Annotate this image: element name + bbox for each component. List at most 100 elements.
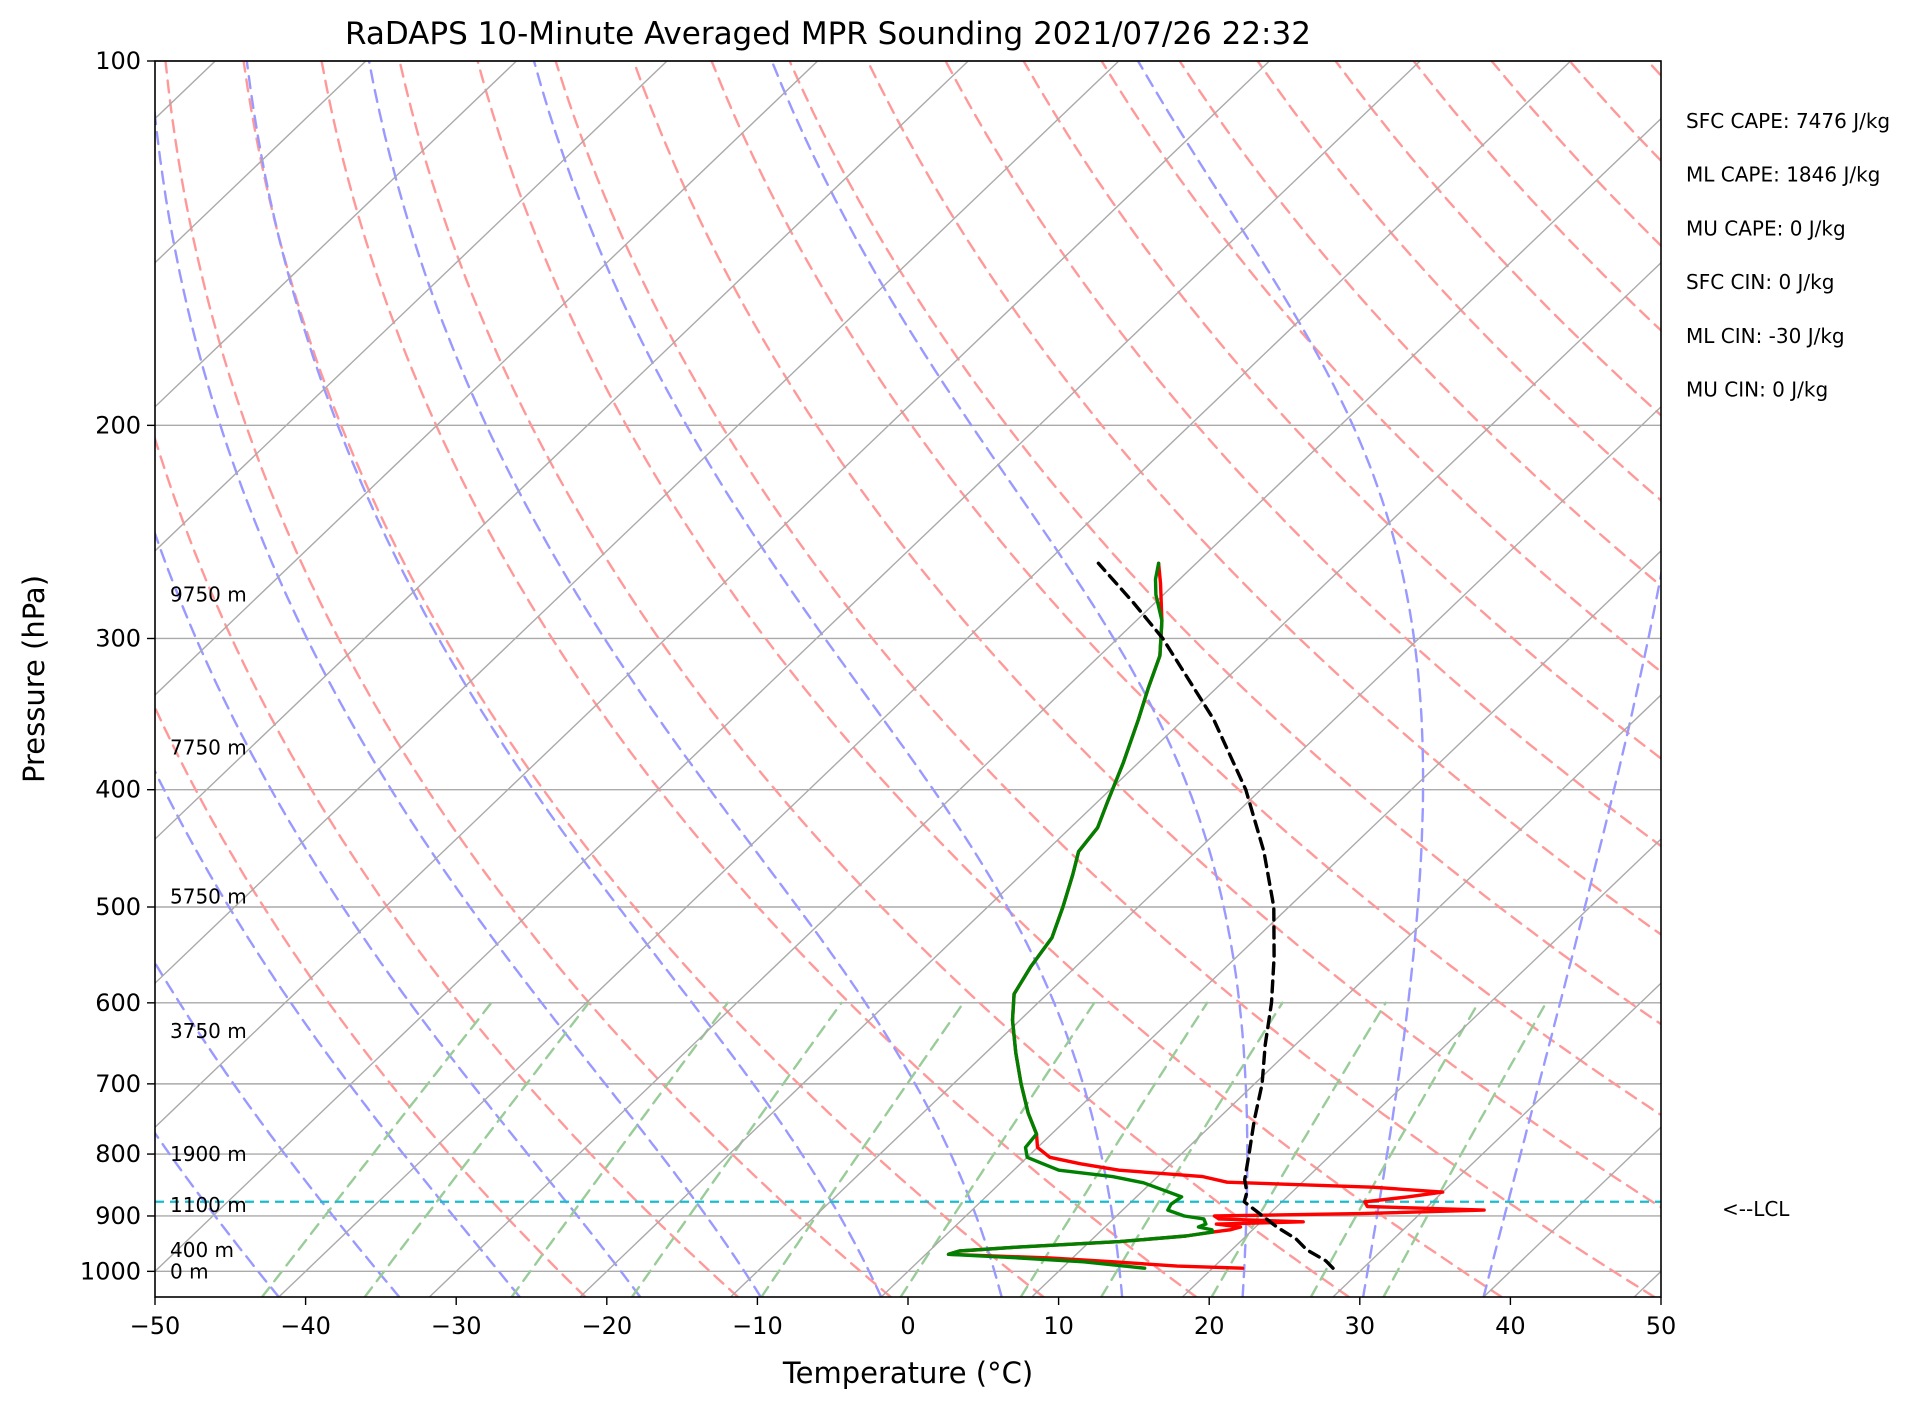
plot-frame bbox=[154, 60, 1662, 1298]
isotherm--60 bbox=[155, 61, 1270, 1129]
temperature-profile bbox=[946, 561, 1486, 1270]
y-tick-label: 700 bbox=[95, 1070, 141, 1098]
moist-adiabat--32 bbox=[155, 960, 401, 1297]
dewpoint-profile bbox=[946, 561, 1215, 1270]
x-tick-label: −40 bbox=[280, 1312, 331, 1340]
mixing-ratio-16 bbox=[1210, 1001, 1387, 1297]
dry-adiabat-450 bbox=[1568, 61, 1661, 163]
index-text: ML CIN: -30 J/kg bbox=[1686, 324, 1845, 348]
height-label: 0 m bbox=[170, 1259, 209, 1283]
dry-adiabat-290 bbox=[320, 61, 1198, 1297]
y-axis-ticks: 100 200 300 400 500 600 700 800 900 1000 bbox=[80, 47, 155, 1285]
isotherm--10 bbox=[730, 405, 1661, 1297]
mixing-ratio-0.2 bbox=[363, 1001, 590, 1297]
dry-adiabat-260 bbox=[155, 434, 740, 1297]
dry-adiabat-280 bbox=[242, 61, 1045, 1297]
dry-adiabat-360 bbox=[866, 61, 1661, 936]
profile-lines bbox=[155, 561, 1661, 1270]
lcl-label: <--LCL bbox=[1722, 1197, 1790, 1221]
height-label: 5750 m bbox=[170, 884, 247, 908]
y-tick-label: 600 bbox=[95, 989, 141, 1017]
moist-adiabat-24 bbox=[770, 61, 1249, 1297]
y-tick-label: 300 bbox=[95, 624, 141, 652]
isotherm--90 bbox=[155, 61, 819, 696]
isotherm--30 bbox=[428, 117, 1661, 1297]
isotherm-40 bbox=[1483, 1126, 1661, 1297]
dry-adiabat-370 bbox=[944, 61, 1661, 848]
isotherm-10 bbox=[1031, 694, 1661, 1297]
mixing-ratio-7 bbox=[1019, 1001, 1209, 1297]
height-label: 3750 m bbox=[170, 1019, 247, 1043]
mixing-ratio-24 bbox=[1309, 1001, 1480, 1297]
isotherm--40 bbox=[278, 61, 1572, 1297]
mixing-ratio-4 bbox=[899, 1001, 1096, 1297]
height-label: 7750 m bbox=[170, 735, 247, 759]
chart-title: RaDAPS 10-Minute Averaged MPR Sounding 2… bbox=[345, 16, 1311, 52]
x-axis-ticks: −50 −40 −30 −20 −10 0 10 20 30 40 50 bbox=[130, 1297, 1677, 1340]
dry-adiabat-400 bbox=[1178, 61, 1661, 588]
isotherm-20 bbox=[1181, 838, 1661, 1297]
isotherm--120 bbox=[155, 61, 367, 264]
isotherm-30 bbox=[1332, 982, 1661, 1297]
x-tick-label: −30 bbox=[431, 1312, 482, 1340]
dry-adiabat-410 bbox=[1256, 61, 1661, 502]
dry-adiabat-390 bbox=[1100, 61, 1661, 674]
y-tick-label: 1000 bbox=[80, 1257, 141, 1285]
dry-adiabat-440 bbox=[1490, 61, 1661, 248]
mixing-ratio-32 bbox=[1382, 1001, 1548, 1297]
y-tick-label: 400 bbox=[95, 776, 141, 804]
x-tick-label: 30 bbox=[1345, 1312, 1376, 1340]
isotherm--50 bbox=[155, 61, 1421, 1273]
index-text: ML CAPE: 1846 J/kg bbox=[1686, 163, 1880, 187]
dry-adiabat-340 bbox=[710, 61, 1661, 1117]
pressure-gridlines bbox=[155, 60, 1661, 1273]
mixing-ratio-0.1 bbox=[260, 1001, 493, 1297]
moist-adiabat--40 bbox=[155, 1131, 280, 1297]
mixing-ratio-2 bbox=[760, 1001, 965, 1297]
moist-adiabat-40 bbox=[1482, 568, 1661, 1297]
index-text: MU CIN: 0 J/kg bbox=[1686, 378, 1828, 402]
stability-indices: SFC CAPE: 7476 J/kg ML CAPE: 1846 J/kg MU … bbox=[1686, 109, 1890, 402]
moist-adiabat-0 bbox=[245, 61, 883, 1297]
dry-adiabat-380 bbox=[1022, 61, 1661, 760]
moist-adiabat--24 bbox=[155, 768, 521, 1297]
dry-adiabat-460 bbox=[1646, 61, 1661, 78]
index-text: SFC CAPE: 7476 J/kg bbox=[1686, 109, 1890, 133]
isotherm--80 bbox=[155, 61, 969, 841]
dry-adiabat-250 bbox=[155, 704, 587, 1297]
x-tick-label: −10 bbox=[732, 1312, 783, 1340]
dry-adiabat-270 bbox=[164, 61, 892, 1297]
height-label: 1900 m bbox=[170, 1142, 247, 1166]
height-label: 9750 m bbox=[170, 583, 247, 607]
parcel-trace bbox=[1096, 561, 1335, 1270]
y-axis-label: Pressure (hPa) bbox=[17, 575, 51, 783]
y-tick-label: 100 bbox=[95, 47, 141, 75]
isotherm--100 bbox=[155, 61, 668, 552]
y-tick-label: 200 bbox=[95, 411, 141, 439]
isotherm-50 bbox=[1633, 1270, 1661, 1297]
x-axis-label: Temperature (°C) bbox=[782, 1356, 1033, 1390]
moist-adiabat-16 bbox=[532, 61, 1124, 1297]
x-tick-label: 0 bbox=[900, 1312, 915, 1340]
x-tick-label: 10 bbox=[1043, 1312, 1074, 1340]
x-tick-label: 50 bbox=[1646, 1312, 1677, 1340]
mixing-ratio-1 bbox=[630, 1001, 843, 1297]
index-text: MU CAPE: 0 J/kg bbox=[1686, 216, 1846, 240]
isotherm--20 bbox=[579, 261, 1661, 1297]
dry-adiabat-350 bbox=[788, 61, 1661, 1026]
dry-adiabat-300 bbox=[398, 61, 1351, 1297]
x-tick-label: 20 bbox=[1194, 1312, 1225, 1340]
isotherm-0 bbox=[880, 549, 1661, 1297]
mixing-ratio-10 bbox=[1099, 1001, 1284, 1297]
background-lines bbox=[155, 61, 1925, 1297]
y-tick-label: 500 bbox=[95, 893, 141, 921]
moist-adiabat-32 bbox=[1136, 61, 1425, 1297]
moist-adiabat-8 bbox=[367, 61, 1003, 1297]
height-labels: 9750 m 7750 m 5750 m 3750 m 1900 m 1100 m 400 … bbox=[170, 583, 247, 1284]
isotherm--70 bbox=[155, 61, 1120, 985]
height-label: 1100 m bbox=[170, 1193, 247, 1217]
isotherm--110 bbox=[155, 61, 517, 408]
y-tick-label: 900 bbox=[95, 1202, 141, 1230]
dry-adiabat-470 bbox=[1726, 61, 1925, 1297]
